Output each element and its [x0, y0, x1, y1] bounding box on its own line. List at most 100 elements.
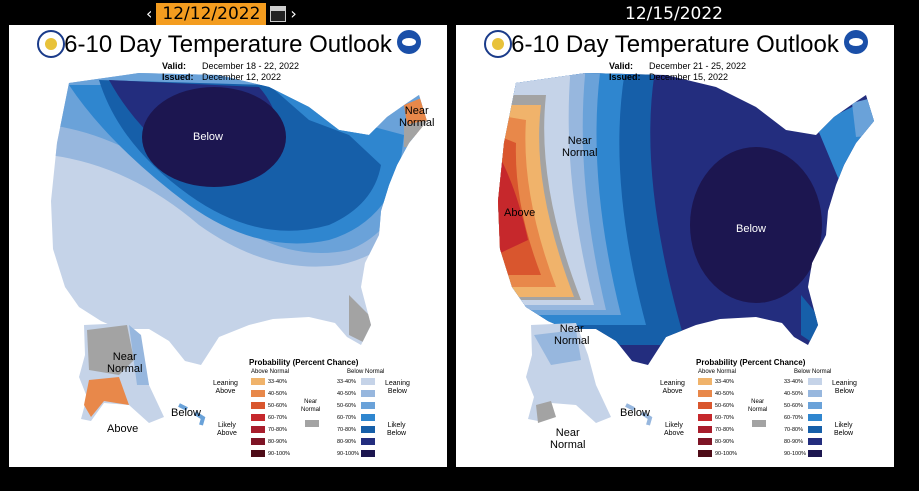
- legend-swatch-near-normal: [752, 420, 766, 427]
- legend-range-above: 90-100%: [268, 451, 291, 457]
- valid-value: December 18 - 22, 2022: [202, 61, 300, 71]
- legend-likely-above: Likely Above: [217, 422, 237, 437]
- region-label-near-normal: Near Normal: [562, 135, 598, 159]
- legend-swatch-above: [698, 390, 712, 397]
- legend-range-above: 70-80%: [268, 427, 287, 433]
- legend-range-above: 80-90%: [268, 439, 287, 445]
- legend-swatch-below: [808, 438, 822, 445]
- right-date-label: 12/15/2022: [625, 4, 723, 24]
- legend-range-above: 50-60%: [268, 403, 287, 409]
- legend-swatch-above: [251, 390, 265, 397]
- commerce-seal-logo: [484, 30, 512, 58]
- legend-below-header: Below Normal: [347, 369, 385, 375]
- legend-swatch-above: [698, 414, 712, 421]
- legend-likely-above: Likely Above: [664, 422, 684, 437]
- map-graphic: [498, 73, 874, 426]
- legend-range-below: 80-90%: [337, 439, 356, 445]
- legend-swatch-below: [808, 402, 822, 409]
- noaa-logo: [844, 30, 868, 54]
- region-label-below: Below: [736, 223, 766, 235]
- commerce-seal-logo: [37, 30, 65, 58]
- legend-range-above: 80-90%: [715, 439, 734, 445]
- legend-swatch-below: [361, 378, 375, 385]
- valid-issued-info: Valid: December 21 - 25, 2022 Issued: Dece…: [609, 61, 746, 83]
- legend-leaning-below: Leaning Below: [832, 380, 857, 395]
- legend-range-above: 40-50%: [715, 391, 734, 397]
- chevron-right-icon[interactable]: ›: [290, 4, 297, 23]
- map-title: 6-10 Day Temperature Outlook: [64, 31, 392, 58]
- legend-swatch-above: [698, 450, 712, 457]
- calendar-icon[interactable]: [270, 6, 287, 22]
- legend-below-header: Below Normal: [794, 369, 832, 375]
- legend-range-below: 33-40%: [337, 379, 356, 385]
- legend-range-below: 33-40%: [784, 379, 803, 385]
- issued-label: Issued:: [609, 72, 641, 82]
- legend-swatch-above: [698, 402, 712, 409]
- valid-value: December 21 - 25, 2022: [649, 61, 747, 71]
- legend-leaning-above: Leaning Above: [660, 380, 685, 395]
- outlook-map-panel-right: 6-10 Day Temperature Outlook Valid: Decem…: [456, 25, 894, 467]
- legend-swatch-above: [251, 378, 265, 385]
- date-navigator: ‹ 12/12/2022 ›: [146, 3, 297, 25]
- date-picker-field[interactable]: 12/12/2022: [156, 3, 267, 25]
- legend-swatch-below: [361, 450, 375, 457]
- chevron-left-icon[interactable]: ‹: [146, 4, 153, 23]
- region-label-above: Above: [504, 207, 536, 219]
- region-label-near-normal-aleutians: Near Normal: [550, 427, 586, 451]
- valid-issued-info: Valid: December 18 - 22, 2022 Issued: Dece…: [162, 61, 299, 83]
- legend-range-below: 70-80%: [337, 427, 356, 433]
- legend-range-below: 80-90%: [784, 439, 803, 445]
- issued-value: December 12, 2022: [202, 72, 282, 82]
- outlook-map-panel-left: 6-10 Day Temperature Outlook Valid: Decem…: [9, 25, 447, 467]
- legend-swatch-below: [361, 402, 375, 409]
- legend-title: Probability (Percent Chance): [696, 358, 806, 367]
- legend-range-above: 33-40%: [715, 379, 734, 385]
- legend-range-above: 60-70%: [268, 415, 287, 421]
- legend-swatch-below: [808, 414, 822, 421]
- legend-swatch-above: [251, 414, 265, 421]
- map-graphic: [51, 73, 427, 426]
- legend-range-above: 70-80%: [715, 427, 734, 433]
- legend-above-header: Above Normal: [698, 369, 737, 375]
- legend-above-header: Above Normal: [251, 369, 290, 375]
- region-label-near-normal: Near Normal: [399, 105, 435, 129]
- legend-swatch-below: [361, 390, 375, 397]
- issued-label: Issued:: [162, 72, 194, 82]
- legend-leaning-above: Leaning Above: [213, 380, 238, 395]
- probability-legend: Probability (Percent Chance) Above Normal…: [656, 358, 881, 466]
- legend-range-above: 33-40%: [268, 379, 287, 385]
- legend-swatch-below: [808, 450, 822, 457]
- legend-range-below: 50-60%: [337, 403, 356, 409]
- valid-label: Valid:: [162, 61, 187, 71]
- noaa-logo: [397, 30, 421, 54]
- legend-range-below: 40-50%: [784, 391, 803, 397]
- legend-range-below: 60-70%: [337, 415, 356, 421]
- region-label-below-hawaii: Below: [620, 407, 650, 419]
- valid-label: Valid:: [609, 61, 634, 71]
- region-label-near-normal-alaska: Near Normal: [554, 323, 590, 347]
- legend-range-above: 60-70%: [715, 415, 734, 421]
- legend-swatch-above: [698, 438, 712, 445]
- region-label-below: Below: [193, 131, 223, 143]
- legend-range-below: 50-60%: [784, 403, 803, 409]
- legend-likely-below: Likely Below: [387, 422, 407, 437]
- legend-range-below: 90-100%: [337, 451, 360, 457]
- legend-range-below: 70-80%: [784, 427, 803, 433]
- legend-range-below: 90-100%: [784, 451, 807, 457]
- issued-value: December 15, 2022: [649, 72, 729, 82]
- legend-swatch-above: [251, 426, 265, 433]
- legend-swatch-below: [361, 438, 375, 445]
- legend-swatch-near-normal: [305, 420, 319, 427]
- legend-range-above: 40-50%: [268, 391, 287, 397]
- region-label-below-hawaii: Below: [171, 407, 201, 419]
- legend-swatch-below: [808, 426, 822, 433]
- legend-swatch-below: [361, 426, 375, 433]
- legend-swatch-below: [361, 414, 375, 421]
- legend-swatch-above: [251, 438, 265, 445]
- legend-swatch-above: [698, 378, 712, 385]
- legend-swatch-below: [808, 378, 822, 385]
- legend-title: Probability (Percent Chance): [249, 358, 359, 367]
- legend-range-above: 50-60%: [715, 403, 734, 409]
- probability-legend: Probability (Percent Chance) Above Normal…: [209, 358, 434, 466]
- legend-swatch-above: [251, 402, 265, 409]
